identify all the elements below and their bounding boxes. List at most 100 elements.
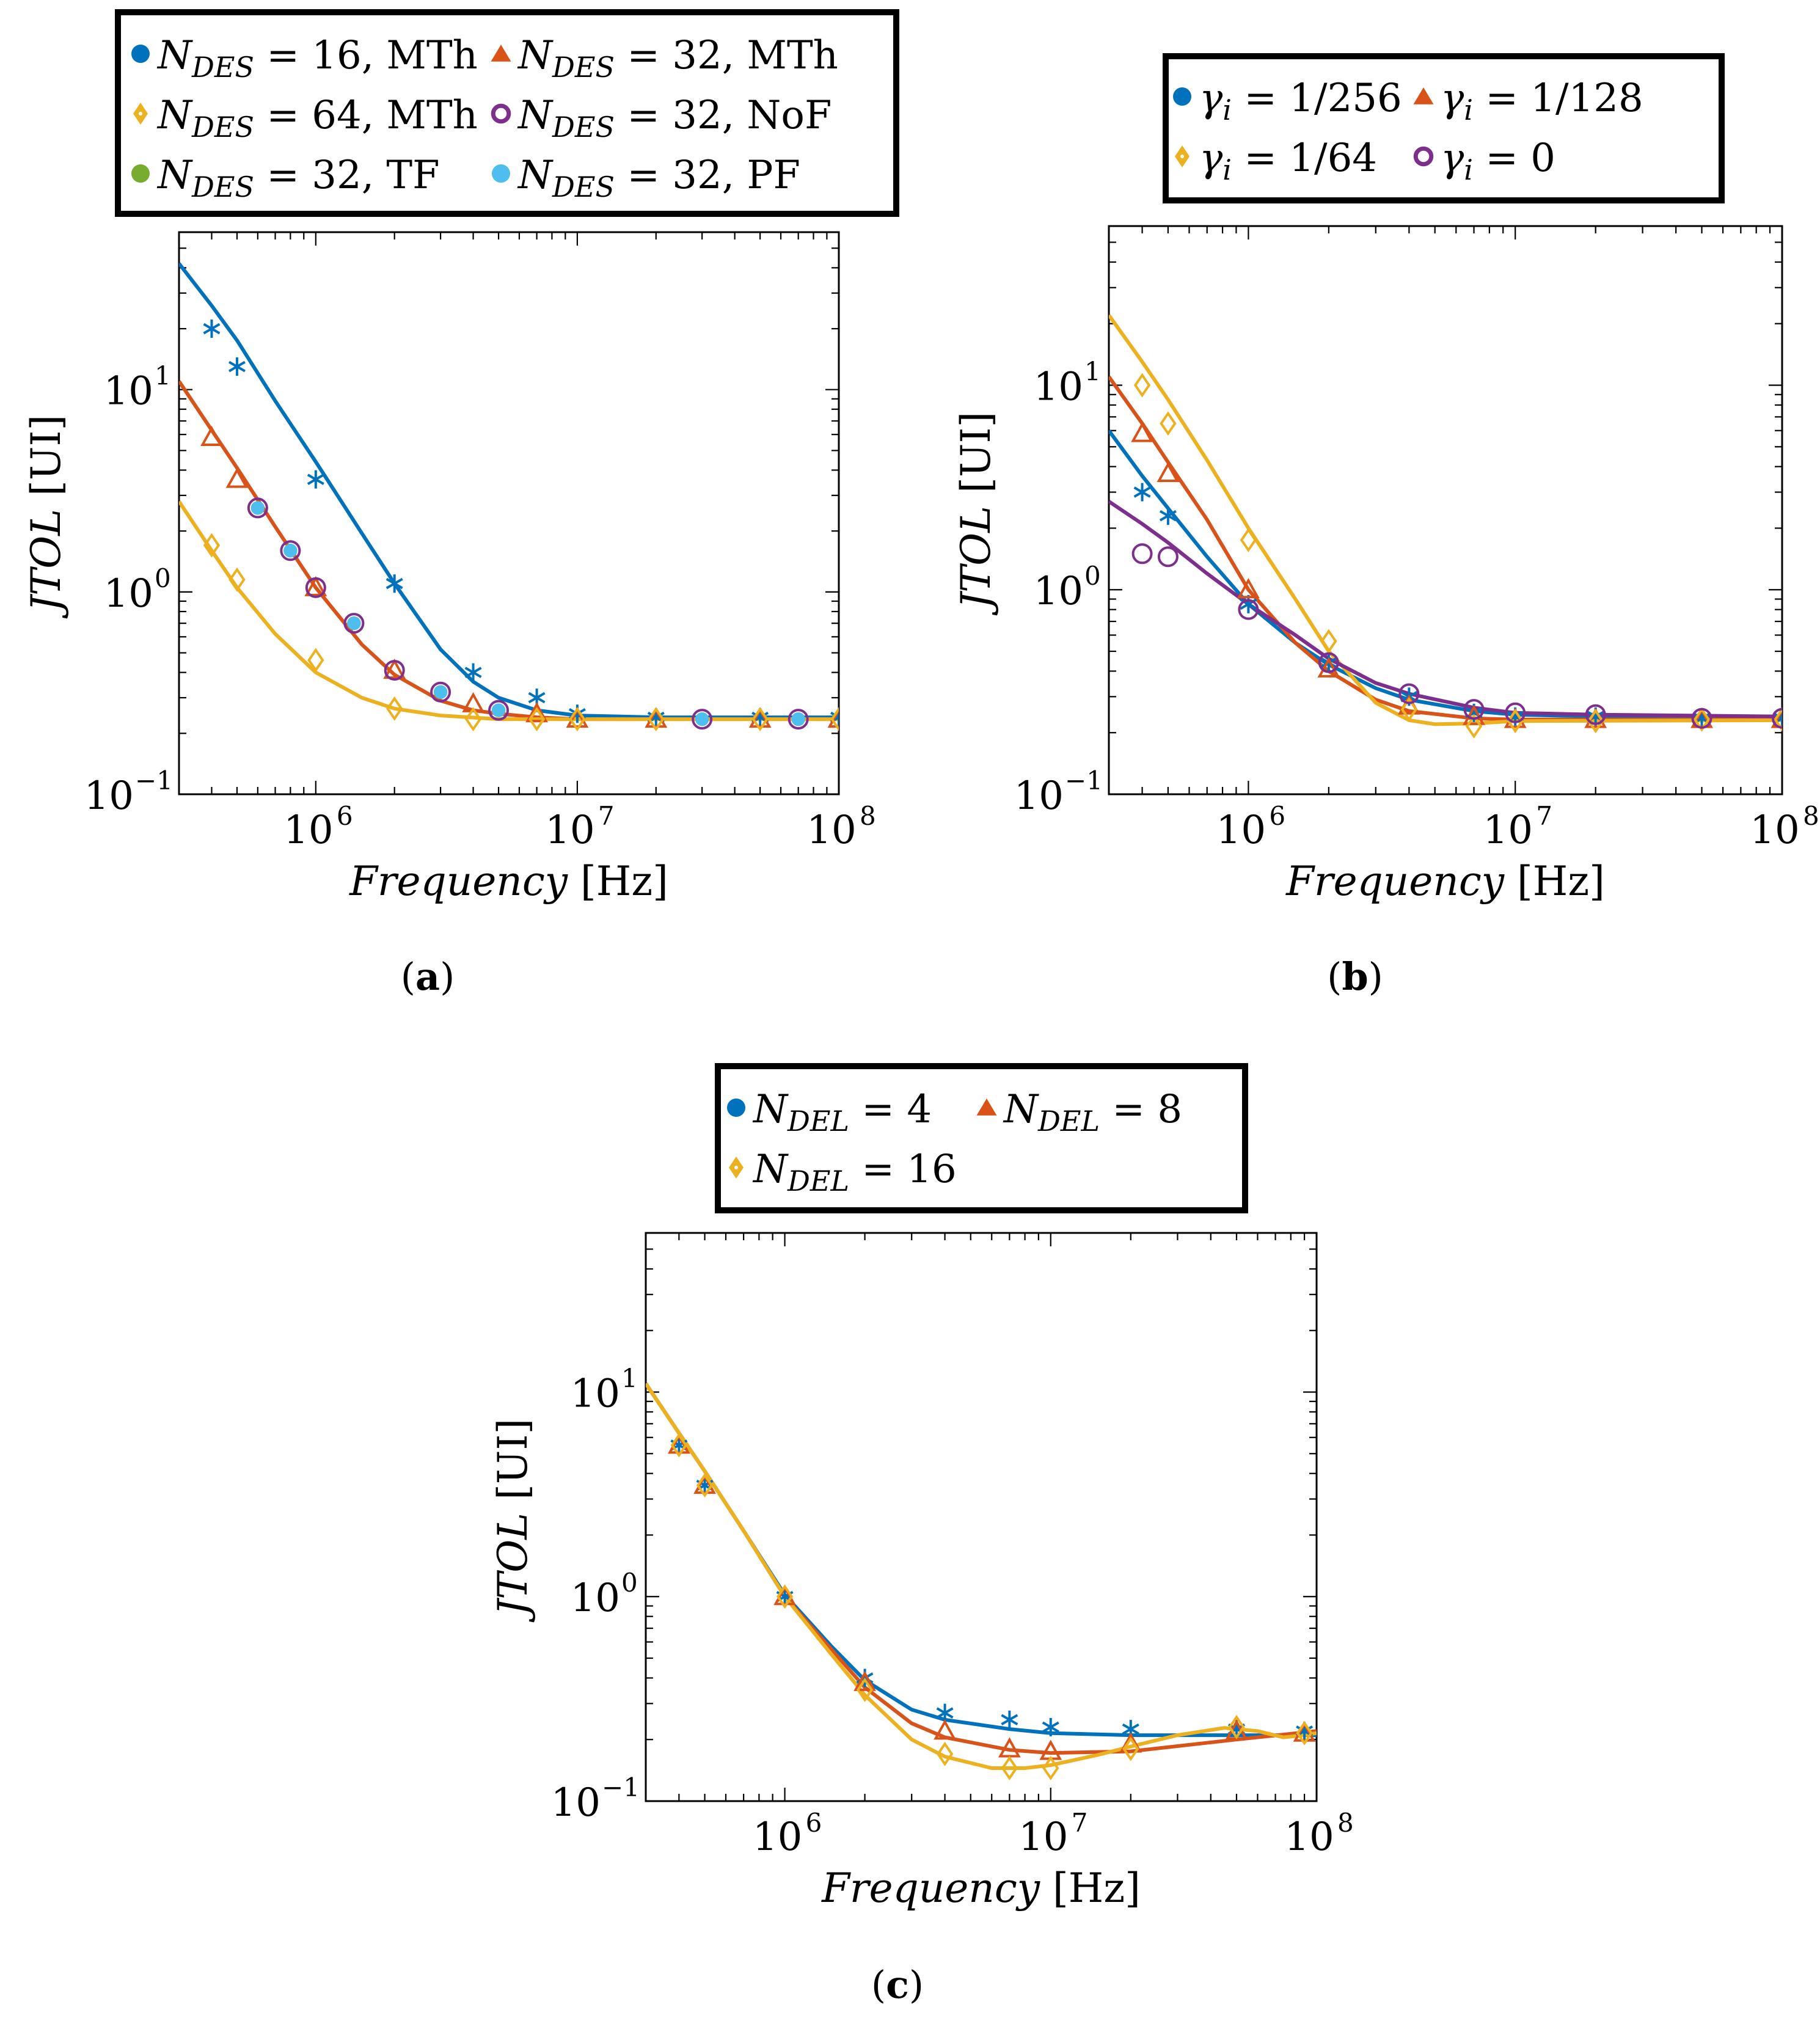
series-line	[1109, 314, 1782, 726]
data-point-stroke	[203, 323, 221, 335]
legend-value: = 32, PF	[615, 153, 800, 198]
data-point	[773, 1585, 796, 1606]
data-point	[1122, 1736, 1139, 1761]
series-line	[646, 1382, 1317, 1770]
x-tick-exp: 6	[337, 801, 353, 831]
legend-symbol: N	[517, 153, 554, 198]
legend-marker	[491, 103, 511, 124]
series-markers	[1133, 373, 1782, 739]
legend-value: = 16	[849, 1147, 957, 1192]
tick-marks	[1108, 225, 1783, 795]
legend-entry: γi = 1/128	[1413, 76, 1643, 126]
series-line	[1109, 500, 1782, 718]
y-tick-label: 10 0	[571, 1568, 638, 1621]
data-point-stroke	[1122, 1723, 1139, 1735]
legend-subscript: DEL	[787, 1105, 849, 1138]
data-point	[307, 470, 324, 489]
data-point	[830, 707, 839, 732]
legend-subscript: i	[1222, 153, 1232, 186]
caption-close: )	[1369, 954, 1383, 999]
legend-marker	[133, 103, 148, 125]
legend-marker	[491, 45, 511, 62]
legend-value: = 16, MTh	[254, 33, 478, 78]
data-point	[1159, 506, 1177, 525]
legend-subscript: DES	[191, 51, 254, 84]
legend-symbol: N	[517, 93, 554, 138]
series-line	[179, 500, 839, 722]
y-axis-label: JTOL [UI]	[952, 412, 1000, 616]
legend-label: NDES = 32, TF	[156, 153, 440, 203]
series-markers	[250, 501, 805, 726]
legend-value: = 8	[1100, 1087, 1182, 1132]
tick-marks	[178, 231, 840, 795]
series-markers	[1131, 422, 1782, 728]
series-markers	[667, 1433, 1316, 1760]
legend-marker-fill	[727, 1099, 745, 1117]
y-axis-label-unit: [UI]	[952, 412, 1000, 506]
data-point	[827, 707, 839, 728]
data-point	[696, 1473, 714, 1498]
legend-label: NDEL = 8	[1003, 1087, 1182, 1138]
data-point	[1160, 411, 1177, 436]
data-point	[1001, 1710, 1018, 1729]
series-markers	[670, 1433, 1313, 1781]
data-point	[1296, 1720, 1313, 1746]
x-axis-label-name: Frequency	[349, 858, 568, 905]
legend-value: = 1/64	[1232, 136, 1377, 181]
caption-letter: c	[886, 1962, 909, 2007]
data-point	[386, 696, 403, 721]
data-point-stroke	[1320, 657, 1337, 668]
legend-symbol: N	[752, 1147, 789, 1192]
data-point	[1133, 373, 1151, 398]
y-tick-base: 10	[104, 369, 153, 414]
x-tick-base: 10	[753, 1815, 802, 1860]
legend-subscript: DEL	[787, 1164, 849, 1197]
data-point	[1318, 652, 1339, 673]
legend-subscript: DEL	[1037, 1105, 1100, 1138]
x-axis-label-unit: [Hz]	[568, 858, 668, 905]
data-point	[343, 613, 365, 634]
legend-value: = 1/256	[1232, 76, 1402, 121]
data-point	[1771, 707, 1782, 728]
data-point	[1585, 704, 1606, 725]
data-point	[1774, 707, 1782, 732]
legend-value: = 4	[849, 1087, 932, 1132]
x-tick-exp: 7	[598, 801, 615, 831]
caption-close: )	[440, 954, 455, 999]
legend-value: = 64, MTh	[254, 93, 478, 138]
data-point	[692, 709, 713, 730]
x-tick-base: 10	[1284, 1815, 1334, 1860]
y-axis-label-unit: [UI]	[489, 1419, 536, 1513]
data-point	[1131, 422, 1153, 442]
y-tick-label: 10 −1	[1014, 766, 1103, 819]
data-point	[648, 707, 665, 732]
data-point-stroke	[1001, 1714, 1018, 1726]
legend-subscript: DES	[552, 51, 615, 84]
legend-subscript: i	[1222, 93, 1232, 126]
legend-marker-fill	[1173, 87, 1191, 106]
y-axis-label-name: JTOL	[952, 506, 1000, 616]
data-point	[491, 703, 506, 717]
legend-value: = 0	[1473, 136, 1555, 181]
y-axis-label-unit: [UI]	[23, 415, 70, 509]
caption-close: )	[909, 1962, 924, 2007]
y-axis-label: JTOL [UI]	[23, 415, 70, 620]
plot-area	[646, 1382, 1317, 1781]
legend-marker	[727, 1099, 745, 1117]
data-point	[936, 1741, 954, 1766]
data-point	[384, 660, 405, 681]
data-point	[430, 681, 451, 703]
data-point	[1320, 653, 1337, 672]
legend-entry: NDES = 64, MTh	[133, 93, 478, 144]
legend-label: NDES = 32, PF	[517, 153, 800, 203]
data-point	[1693, 707, 1711, 732]
series-markers	[203, 320, 839, 727]
x-tick-exp: 8	[1803, 801, 1819, 831]
data-point	[1400, 697, 1418, 722]
caption-letter: a	[415, 954, 440, 999]
y-axis-label-name: JTOL	[23, 509, 70, 619]
legend-label: γi = 1/256	[1199, 76, 1402, 126]
series-markers	[1131, 543, 1782, 729]
